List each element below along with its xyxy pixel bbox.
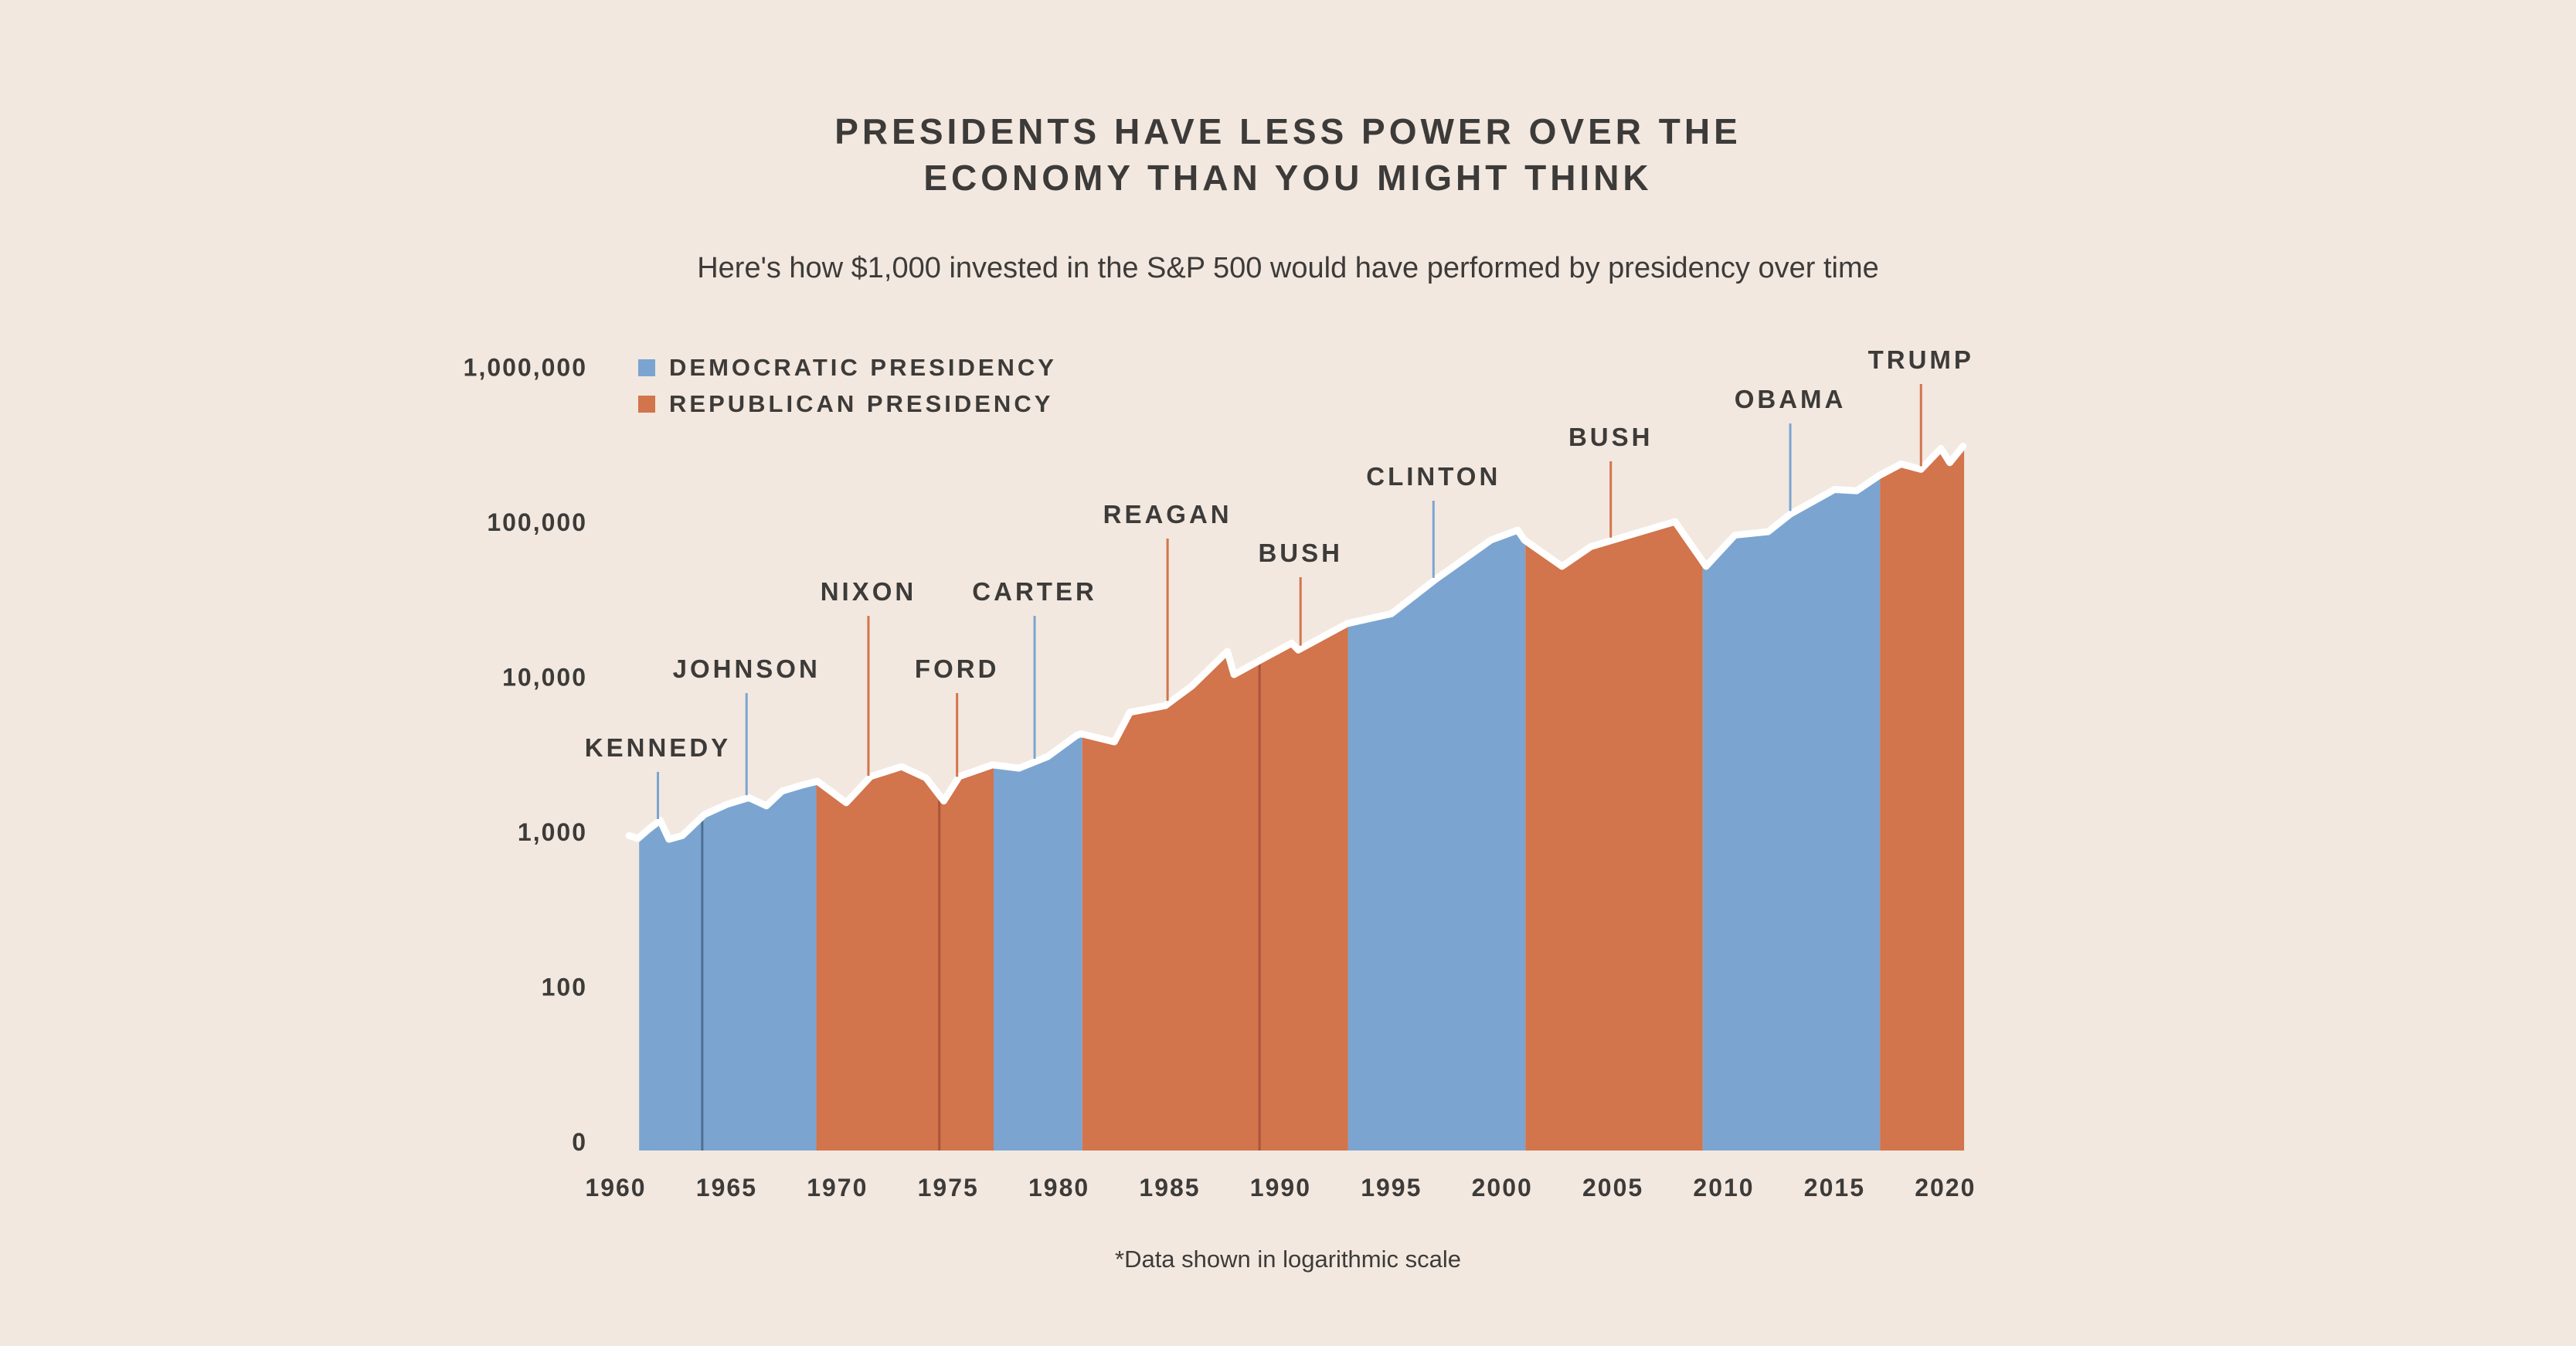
president-label-reagan: REAGAN — [1103, 500, 1232, 529]
x-axis: 1960 1965 1970 1975 1980 1985 1990 1995 2000 2005… — [585, 1174, 1976, 1202]
x-tick-label: 1965 — [696, 1174, 757, 1202]
y-tick-label: 1,000,000 — [464, 354, 587, 382]
president-label-bush: BUSH — [1258, 539, 1343, 567]
y-axis: 0 100 1,000 10,000 100,000 1,000,000 — [464, 354, 587, 1157]
legend-label-democratic: DEMOCRATIC PRESIDENCY — [669, 354, 1057, 381]
president-label-clinton: CLINTON — [1366, 462, 1500, 491]
x-tick-label: 1980 — [1028, 1174, 1089, 1202]
president-label-kennedy: KENNEDY — [585, 733, 731, 762]
x-tick-label: 2005 — [1582, 1174, 1643, 1202]
president-label-bush: BUSH — [1568, 423, 1653, 451]
x-tick-label: 1985 — [1139, 1174, 1200, 1202]
presidency-band-bush-8 — [1525, 446, 1703, 1151]
x-tick-label: 1975 — [918, 1174, 979, 1202]
y-tick-label: 100 — [542, 974, 587, 1001]
president-label-carter: CARTER — [972, 577, 1097, 606]
president-label-nixon: NIXON — [821, 577, 917, 606]
y-tick-label: 1,000 — [518, 818, 587, 846]
x-tick-label: 2000 — [1472, 1174, 1533, 1202]
x-tick-label: 2010 — [1693, 1174, 1754, 1202]
presidency-band-trump-10 — [1880, 446, 1965, 1151]
footnote: *Data shown in logarithmic scale — [1115, 1246, 1461, 1273]
legend: DEMOCRATIC PRESIDENCY REPUBLICAN PRESIDEN… — [638, 354, 1057, 417]
x-tick-label: 1990 — [1250, 1174, 1311, 1202]
president-labels: KENNEDY JOHNSON NIXON FORD CARTER REAGAN BUSH C… — [585, 345, 1974, 820]
chart-title-line-1: PRESIDENTS HAVE LESS POWER OVER THE — [834, 111, 1742, 151]
value-line — [625, 442, 1967, 843]
x-tick-label: 1970 — [807, 1174, 868, 1202]
presidency-band-bush-6 — [1259, 446, 1348, 1151]
president-label-trump: TRUMP — [1868, 345, 1974, 374]
presidency-band-obama-9 — [1702, 446, 1881, 1151]
x-tick-label: 2015 — [1804, 1174, 1865, 1202]
president-label-ford: FORD — [915, 654, 1000, 683]
legend-label-republican: REPUBLICAN PRESIDENCY — [669, 390, 1053, 417]
president-label-johnson: JOHNSON — [673, 654, 821, 683]
presidency-band-reagan-5 — [1082, 446, 1260, 1151]
president-label-obama: OBAMA — [1735, 385, 1847, 413]
presidency-band-clinton-7 — [1347, 446, 1526, 1151]
legend-swatch-democratic — [638, 359, 655, 376]
x-tick-label: 1960 — [585, 1174, 646, 1202]
chart-title-line-2: ECONOMY THAN YOU MIGHT THINK — [923, 158, 1653, 198]
chart-title: PRESIDENTS HAVE LESS POWER OVER THE ECON… — [0, 108, 2576, 201]
x-tick-label: 2020 — [1915, 1174, 1976, 1202]
x-tick-label: 1995 — [1361, 1174, 1422, 1202]
chart-subtitle: Here's how $1,000 invested in the S&P 50… — [697, 252, 1879, 284]
y-tick-label: 0 — [572, 1128, 587, 1156]
legend-swatch-republican — [638, 396, 655, 413]
y-tick-label: 100,000 — [487, 508, 587, 536]
y-tick-label: 10,000 — [502, 664, 587, 692]
